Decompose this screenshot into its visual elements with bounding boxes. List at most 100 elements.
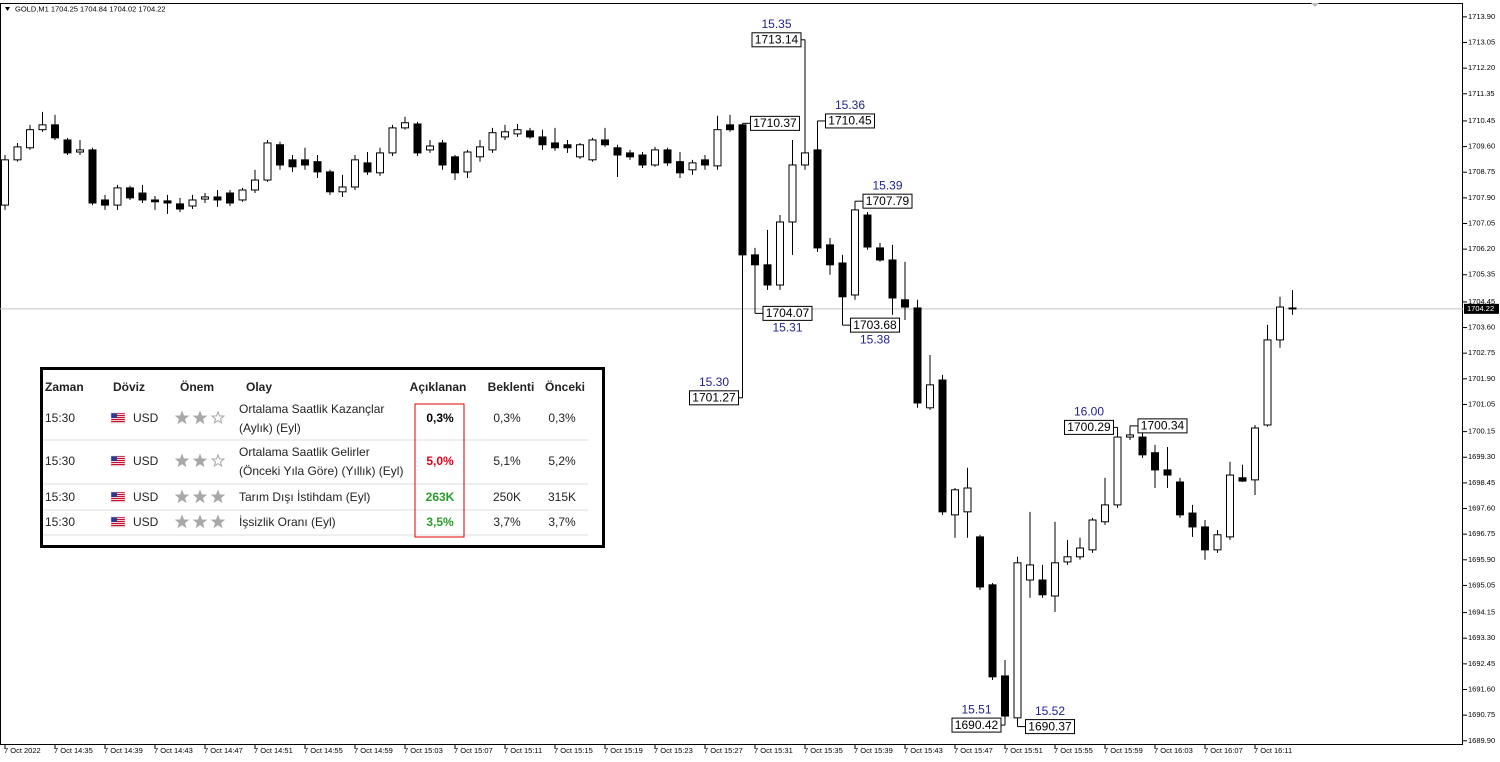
annotation-price: 1707.79 — [866, 194, 910, 208]
x-tick-label: 7 Oct 15:11 — [504, 746, 542, 755]
candle-body — [88, 149, 97, 204]
candle-body — [288, 159, 297, 168]
flag-stripe — [111, 462, 125, 464]
annotation-box — [825, 113, 875, 129]
annotation-box — [862, 193, 913, 209]
column-header: Olay — [246, 380, 273, 394]
actual: 3,5% — [426, 515, 454, 529]
annotation-box — [751, 32, 802, 48]
forecast: 3,7% — [493, 515, 521, 529]
y-tick-label: 1691.60 — [1468, 684, 1495, 693]
candle-body — [1288, 307, 1297, 310]
flag-canton — [111, 492, 117, 497]
importance-star — [210, 514, 226, 529]
flag-stripe — [111, 521, 125, 523]
annotation-time: 15.38 — [860, 332, 890, 346]
candle-body — [313, 161, 322, 173]
candle-body — [1088, 519, 1097, 551]
y-tick-label: 1698.45 — [1468, 478, 1495, 487]
y-tick-label: 1690.75 — [1468, 710, 1495, 719]
candle-body — [976, 536, 984, 588]
candle-body — [938, 379, 947, 513]
candle-body — [901, 299, 909, 308]
economic-calendar: Zaman Döviz Önem Olay Açıklanan Beklenti Öncek… — [40, 367, 605, 548]
candle-body — [1226, 474, 1234, 538]
y-tick-label: 1707.05 — [1468, 218, 1495, 227]
annotation-time: 15.31 — [772, 321, 802, 335]
event-name: Ortalama Saatlik Gelirler — [239, 444, 370, 459]
x-tick-label: 7 Oct 15:23 — [654, 746, 693, 755]
candle-body — [213, 196, 222, 201]
y-tick-label: 1693.30 — [1468, 633, 1495, 642]
candle-body — [388, 127, 397, 154]
x-tick-label: 7 Oct 15:51 — [1004, 746, 1043, 755]
candle-body — [1238, 477, 1247, 482]
event-name: (Aylık) (Eyl) — [239, 420, 301, 435]
candle-body — [963, 487, 972, 513]
candle-body — [763, 264, 772, 286]
menu-arrow — [5, 7, 10, 11]
annotation-time: 16.00 — [1074, 405, 1104, 419]
candle-body — [626, 152, 634, 158]
candle-body — [138, 192, 147, 201]
candle-body — [651, 149, 659, 166]
candle-body — [676, 161, 684, 174]
y-tick-label: 1709.60 — [1468, 142, 1495, 151]
event-time: 15:30 — [45, 490, 76, 504]
y-tick-label: 1713.05 — [1468, 37, 1495, 46]
x-tick-label: 7 Oct 15:07 — [454, 746, 493, 755]
event-time: 15:30 — [45, 515, 76, 529]
y-tick-label: 1710.45 — [1468, 116, 1495, 125]
candle-body — [401, 122, 409, 129]
actual: 0,3% — [426, 411, 454, 425]
y-tick-label: 1700.15 — [1468, 427, 1495, 436]
x-tick-label: 7 Oct 14:47 — [204, 746, 243, 755]
y-tick-label: 1704.45 — [1468, 297, 1495, 306]
candle-body — [1251, 427, 1259, 481]
x-tick-label: 7 Oct 15:19 — [604, 746, 643, 755]
candle-body — [426, 145, 434, 151]
candle-body — [826, 244, 834, 266]
candle-body — [713, 129, 722, 167]
candle-body — [838, 262, 847, 298]
x-tick-label: 7 Oct 16:03 — [1154, 746, 1193, 755]
column-header: Açıklanan — [409, 380, 467, 394]
annotation-time: 15.30 — [699, 375, 729, 389]
x-tick-label: 7 Oct 16:07 — [1204, 746, 1243, 755]
candle-body — [1113, 436, 1122, 506]
x-tick-label: 7 Oct 15:59 — [1104, 746, 1143, 755]
candle-body — [1126, 434, 1134, 438]
annotation-price: 1713.14 — [755, 32, 799, 46]
candle-body — [501, 131, 509, 138]
annotation-box — [1025, 719, 1075, 735]
flag-stripe — [111, 413, 125, 415]
y-tick-label: 1694.15 — [1468, 608, 1495, 617]
previous: 3,7% — [548, 515, 576, 529]
table-lines — [43, 403, 588, 538]
candle-body — [126, 187, 134, 199]
y-tick-label: 1701.05 — [1468, 399, 1495, 408]
x-tick-label: 7 Oct 14:55 — [304, 746, 343, 755]
candle-body — [563, 144, 572, 149]
annotation-box — [689, 390, 739, 406]
annotation-box — [1137, 418, 1188, 434]
annotation-time: 15.36 — [835, 98, 865, 112]
candle-body — [1213, 534, 1222, 551]
current-price-label: 1704.22 — [1467, 304, 1494, 313]
event-time: 15:30 — [45, 411, 76, 425]
candle-body — [263, 142, 272, 181]
x-tick-label: 7 Oct 14:35 — [54, 746, 93, 755]
candle-body — [251, 179, 259, 191]
forecast: 0,3% — [493, 411, 521, 425]
candle-body — [1201, 526, 1209, 551]
x-tick-label: 7 Oct 14:43 — [154, 746, 193, 755]
y-tick-label: 1701.90 — [1468, 374, 1495, 383]
flag-stripe — [111, 525, 125, 527]
flag-stripe — [111, 496, 125, 498]
candle-body — [151, 199, 159, 203]
importance-star — [174, 489, 190, 504]
candle-body — [51, 124, 59, 139]
candle-body — [451, 156, 459, 174]
x-tick-label: 7 Oct 15:15 — [554, 746, 593, 755]
candle-body — [1013, 562, 1022, 719]
